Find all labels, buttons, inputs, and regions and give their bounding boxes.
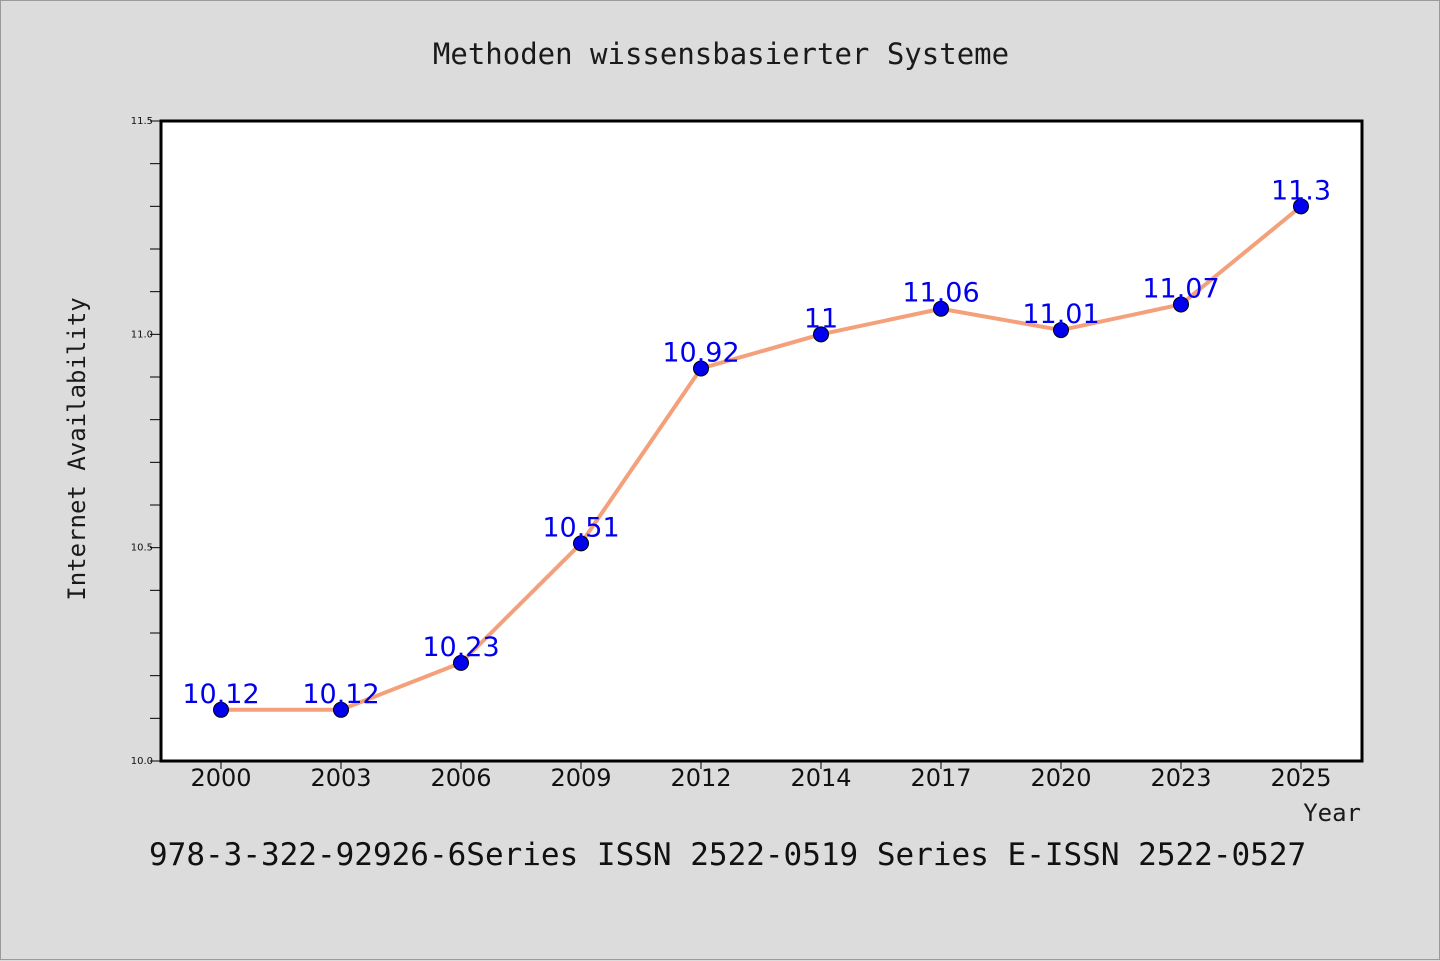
- y-tick-label: 10.5: [131, 543, 153, 554]
- data-point: [1053, 322, 1069, 339]
- y-tick-label: 11.5: [131, 116, 153, 127]
- data-label: 10.92: [662, 337, 739, 368]
- data-point: [573, 535, 589, 552]
- data-label: 10.51: [542, 512, 619, 543]
- x-tick-label: 2006: [430, 764, 491, 792]
- y-axis: 10.0 10.5 11.0 11.5: [131, 116, 161, 767]
- y-tick-label: 10.0: [131, 756, 153, 767]
- x-axis-title: Year: [1303, 799, 1361, 827]
- data-label: 11.01: [1022, 299, 1099, 330]
- x-tick-label: 2009: [550, 764, 611, 792]
- data-label: 11: [804, 303, 838, 334]
- data-label: 11.07: [1142, 273, 1219, 304]
- chart-title: Methoden wissensbasierter Systeme: [433, 37, 1009, 71]
- data-label: 11.06: [902, 278, 979, 309]
- data-point: [453, 654, 469, 671]
- x-tick-label: 2023: [1150, 764, 1211, 792]
- x-tick-label: 2020: [1030, 764, 1091, 792]
- data-point: [1173, 296, 1189, 313]
- data-label: 10.12: [302, 679, 379, 710]
- x-tick-label: 2012: [670, 764, 731, 792]
- data-point: [813, 326, 829, 343]
- data-point: [1293, 198, 1309, 215]
- plot-area: [159, 119, 1364, 763]
- data-point: [933, 300, 949, 317]
- data-label: 11.3: [1271, 175, 1331, 206]
- data-point: [213, 701, 229, 718]
- data-label: 10.23: [422, 632, 499, 663]
- x-tick-label: 2003: [310, 764, 371, 792]
- x-tick-label: 2017: [910, 764, 971, 792]
- series-line: [219, 204, 1303, 712]
- x-tick-label: 2014: [790, 764, 851, 792]
- footer-isbn-issn: 978-3-322-92926-6Series ISSN 2522-0519 S…: [149, 837, 1306, 873]
- data-point: [333, 701, 349, 718]
- x-tick-label: 2000: [190, 764, 251, 792]
- data-label: 10.12: [182, 679, 259, 710]
- x-tick-label: 2025: [1270, 764, 1331, 792]
- y-axis-title: Internet Availability: [63, 297, 91, 600]
- data-point: [693, 360, 709, 377]
- series-layer: 10.12 10.12 10.23 10.51 10.92 11 11.06 11.01 11.…: [182, 175, 1331, 718]
- y-tick-label: 11.0: [131, 329, 153, 340]
- x-axis: 2000 2003 2006 2009 2012 2014 2017 2020 2023 2025: [190, 761, 1332, 792]
